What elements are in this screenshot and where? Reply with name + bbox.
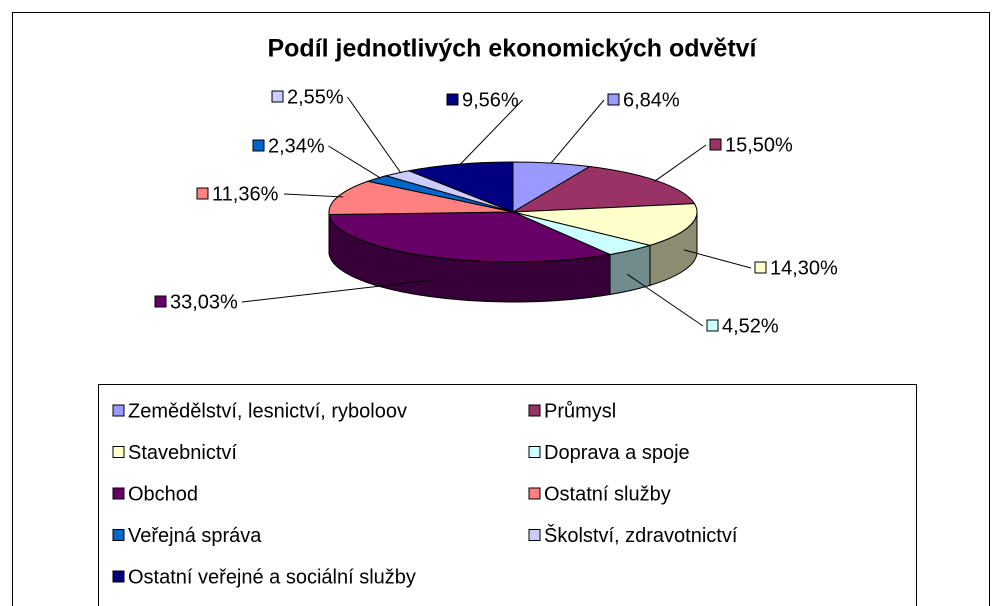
data-label: 15,50% (725, 134, 793, 156)
label-swatch (709, 138, 722, 151)
legend-swatch (112, 570, 125, 583)
legend-label: Průmysl (544, 400, 616, 422)
leader-line (683, 249, 752, 269)
legend-swatch (112, 404, 125, 417)
pie-slice (512, 166, 696, 213)
leader-line (550, 99, 605, 164)
legend-label: Školství, zdravotnictví (544, 524, 738, 547)
data-label: 11,36% (212, 183, 279, 205)
leader-line (653, 144, 707, 182)
legend-swatch (112, 487, 125, 500)
pie-slice (328, 211, 612, 263)
data-label: 14,30% (770, 257, 838, 279)
leader-line (459, 99, 523, 165)
leader-line (283, 193, 344, 198)
data-label: 6,84% (623, 89, 680, 111)
legend-label: Stavebnictví (128, 442, 237, 464)
leader-line (347, 96, 402, 174)
label-swatch (196, 187, 209, 200)
data-label: 2,55% (287, 86, 344, 108)
data-label: 33,03% (170, 291, 238, 313)
leader-line (328, 145, 382, 179)
data-label: 9,56% (462, 89, 519, 111)
legend-label: Zemědělství, lesnictví, ryboloov (128, 400, 407, 422)
legend-label: Ostatní veřejné a sociální služby (128, 566, 416, 588)
data-label: 4,52% (722, 315, 779, 337)
pie-slice (512, 203, 698, 246)
label-swatch (754, 261, 767, 274)
legend-label: Veřejná správa (128, 525, 262, 547)
legend-swatch (112, 446, 125, 458)
label-swatch (271, 90, 284, 103)
label-swatch (706, 319, 719, 332)
data-label: 2,34% (268, 135, 325, 157)
legend-swatch (528, 446, 541, 458)
legend-swatch (528, 487, 541, 500)
legend-label: Obchod (128, 483, 198, 505)
label-swatch (154, 295, 167, 308)
legend-swatch (112, 529, 125, 541)
legend-box (98, 384, 917, 606)
pie-slice (407, 161, 514, 213)
leader-line (241, 279, 431, 303)
label-swatch (252, 139, 265, 152)
leader-line (627, 273, 704, 327)
legend-label: Ostatní služby (544, 483, 671, 505)
chart-frame (12, 12, 990, 606)
chart-title: Podíl jednotlivých ekonomických odvětví (267, 35, 757, 63)
label-swatch (607, 93, 620, 106)
legend-label: Doprava a spoje (544, 442, 690, 464)
legend-swatch (528, 529, 541, 541)
label-swatch (446, 93, 459, 106)
legend-swatch (528, 404, 541, 417)
